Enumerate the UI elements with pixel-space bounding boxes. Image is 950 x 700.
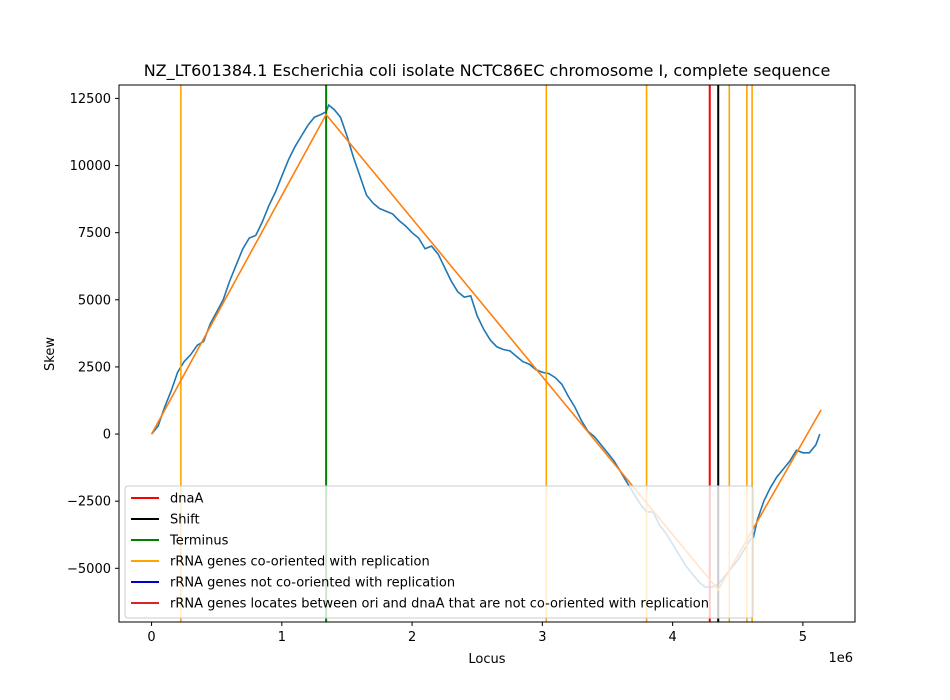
legend-label-shift: Shift bbox=[170, 513, 200, 528]
x-axis-label: Locus bbox=[468, 652, 505, 667]
legend-box bbox=[124, 485, 754, 619]
legend-label-rrna_co: rRNA genes co-oriented with replication bbox=[170, 555, 430, 570]
y-tick-label: 12500 bbox=[70, 92, 111, 107]
legend: dnaA Shift Terminus rRNA genes co-oriented … bbox=[124, 485, 754, 619]
y-tick-label: 2500 bbox=[78, 360, 111, 375]
fit-series-line bbox=[150, 113, 822, 592]
legend-label-dnaA: dnaA bbox=[170, 492, 203, 507]
axes: 0 1 2 3 4 5 −5000 −2500 0 2500 5000 7500 10000 12500 bbox=[67, 84, 856, 645]
x-axis-offset-label: 1e6 bbox=[828, 651, 853, 666]
y-tick-label: 0 bbox=[103, 428, 111, 443]
y-tick-label: −2500 bbox=[67, 495, 111, 510]
legend-label-terminus: Terminus bbox=[169, 534, 229, 549]
chart-title: NZ_LT601384.1 Escherichia coli isolate N… bbox=[144, 61, 831, 81]
y-tick-label: −5000 bbox=[67, 562, 111, 577]
x-tick-label: 0 bbox=[147, 630, 155, 645]
y-tick-label: 5000 bbox=[78, 293, 111, 308]
x-tick-label: 5 bbox=[799, 630, 807, 645]
x-tick-label: 2 bbox=[408, 630, 416, 645]
axes-frame bbox=[118, 84, 856, 623]
x-tick-label: 3 bbox=[538, 630, 546, 645]
y-axis-label: Skew bbox=[43, 337, 58, 371]
legend-label-rrna_not_co: rRNA genes not co-oriented with replicat… bbox=[170, 576, 455, 591]
y-tick-label: 7500 bbox=[78, 226, 111, 241]
x-tick-label: 4 bbox=[668, 630, 676, 645]
y-tick-label: 10000 bbox=[70, 159, 111, 174]
x-tick-label: 1 bbox=[278, 630, 286, 645]
legend-label-rrna_between: rRNA genes locates between ori and dnaA … bbox=[170, 597, 709, 612]
